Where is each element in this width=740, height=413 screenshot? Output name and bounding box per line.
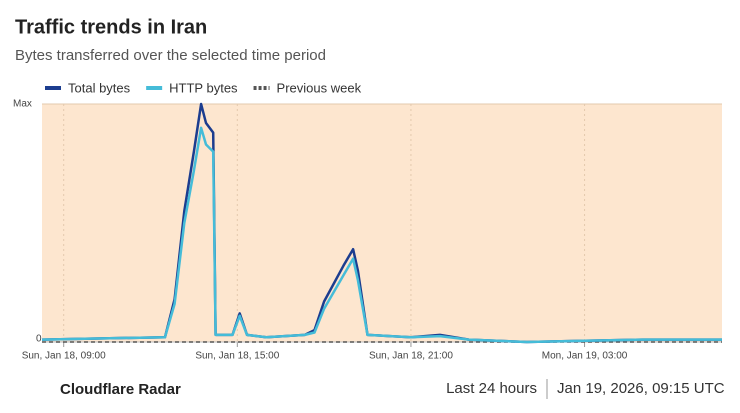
x-tick-label: Sun, Jan 18, 21:00 <box>369 351 453 362</box>
y-tick-label: Max <box>13 99 32 110</box>
x-tick-label: Sun, Jan 18, 15:00 <box>195 351 279 362</box>
series-line <box>41 126 722 344</box>
chart-title: Traffic trends in Iran <box>15 16 207 38</box>
x-tick-label: Sun, Jan 18, 09:00 <box>22 351 106 362</box>
plot-area <box>42 104 722 342</box>
legend-label[interactable]: Previous week <box>277 80 362 95</box>
chart-subtitle: Bytes transferred over the selected time… <box>15 47 326 64</box>
timestamp: Jan 19, 2026, 09:15 UTC <box>557 380 725 397</box>
source-label: Cloudflare Radar <box>60 381 181 398</box>
y-tick-label: 0 <box>36 334 42 345</box>
x-tick-label: Mon, Jan 19, 03:00 <box>542 351 628 362</box>
legend-label[interactable]: Total bytes <box>68 80 131 95</box>
legend-label[interactable]: HTTP bytes <box>169 80 238 95</box>
range-label[interactable]: Last 24 hours <box>446 380 537 397</box>
